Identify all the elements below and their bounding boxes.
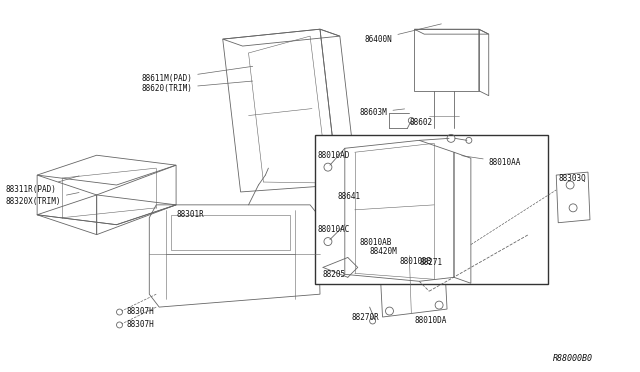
Text: 88320X(TRIM): 88320X(TRIM)	[5, 193, 79, 206]
Text: 88602: 88602	[410, 118, 433, 127]
Text: 88307H: 88307H	[127, 320, 154, 330]
Text: 88307H: 88307H	[127, 307, 154, 315]
Text: 88620(TRIM): 88620(TRIM)	[141, 81, 253, 93]
Text: 88010DB: 88010DB	[399, 257, 432, 266]
Text: R88000B0: R88000B0	[553, 354, 593, 363]
Text: 88010AA: 88010AA	[461, 155, 521, 167]
Text: 88010AC: 88010AC	[317, 225, 349, 234]
Text: 88420M: 88420M	[370, 247, 397, 256]
Text: 88205: 88205	[323, 270, 346, 279]
Bar	[315, 135, 548, 284]
Text: 88311R(PAD): 88311R(PAD)	[5, 176, 79, 195]
Text: 88270R: 88270R	[352, 312, 380, 321]
Text: 88303Q: 88303Q	[558, 174, 586, 183]
Text: 88603M: 88603M	[360, 108, 404, 117]
Text: 88301R: 88301R	[176, 210, 204, 219]
Text: 88271: 88271	[419, 258, 442, 267]
Text: 88010AD: 88010AD	[317, 151, 349, 160]
Text: 88010AB: 88010AB	[360, 238, 392, 247]
Text: 86400N: 86400N	[365, 24, 442, 44]
Text: 88641: 88641	[338, 192, 361, 201]
Text: 88010DA: 88010DA	[414, 317, 447, 326]
Text: 88611M(PAD): 88611M(PAD)	[141, 66, 253, 83]
